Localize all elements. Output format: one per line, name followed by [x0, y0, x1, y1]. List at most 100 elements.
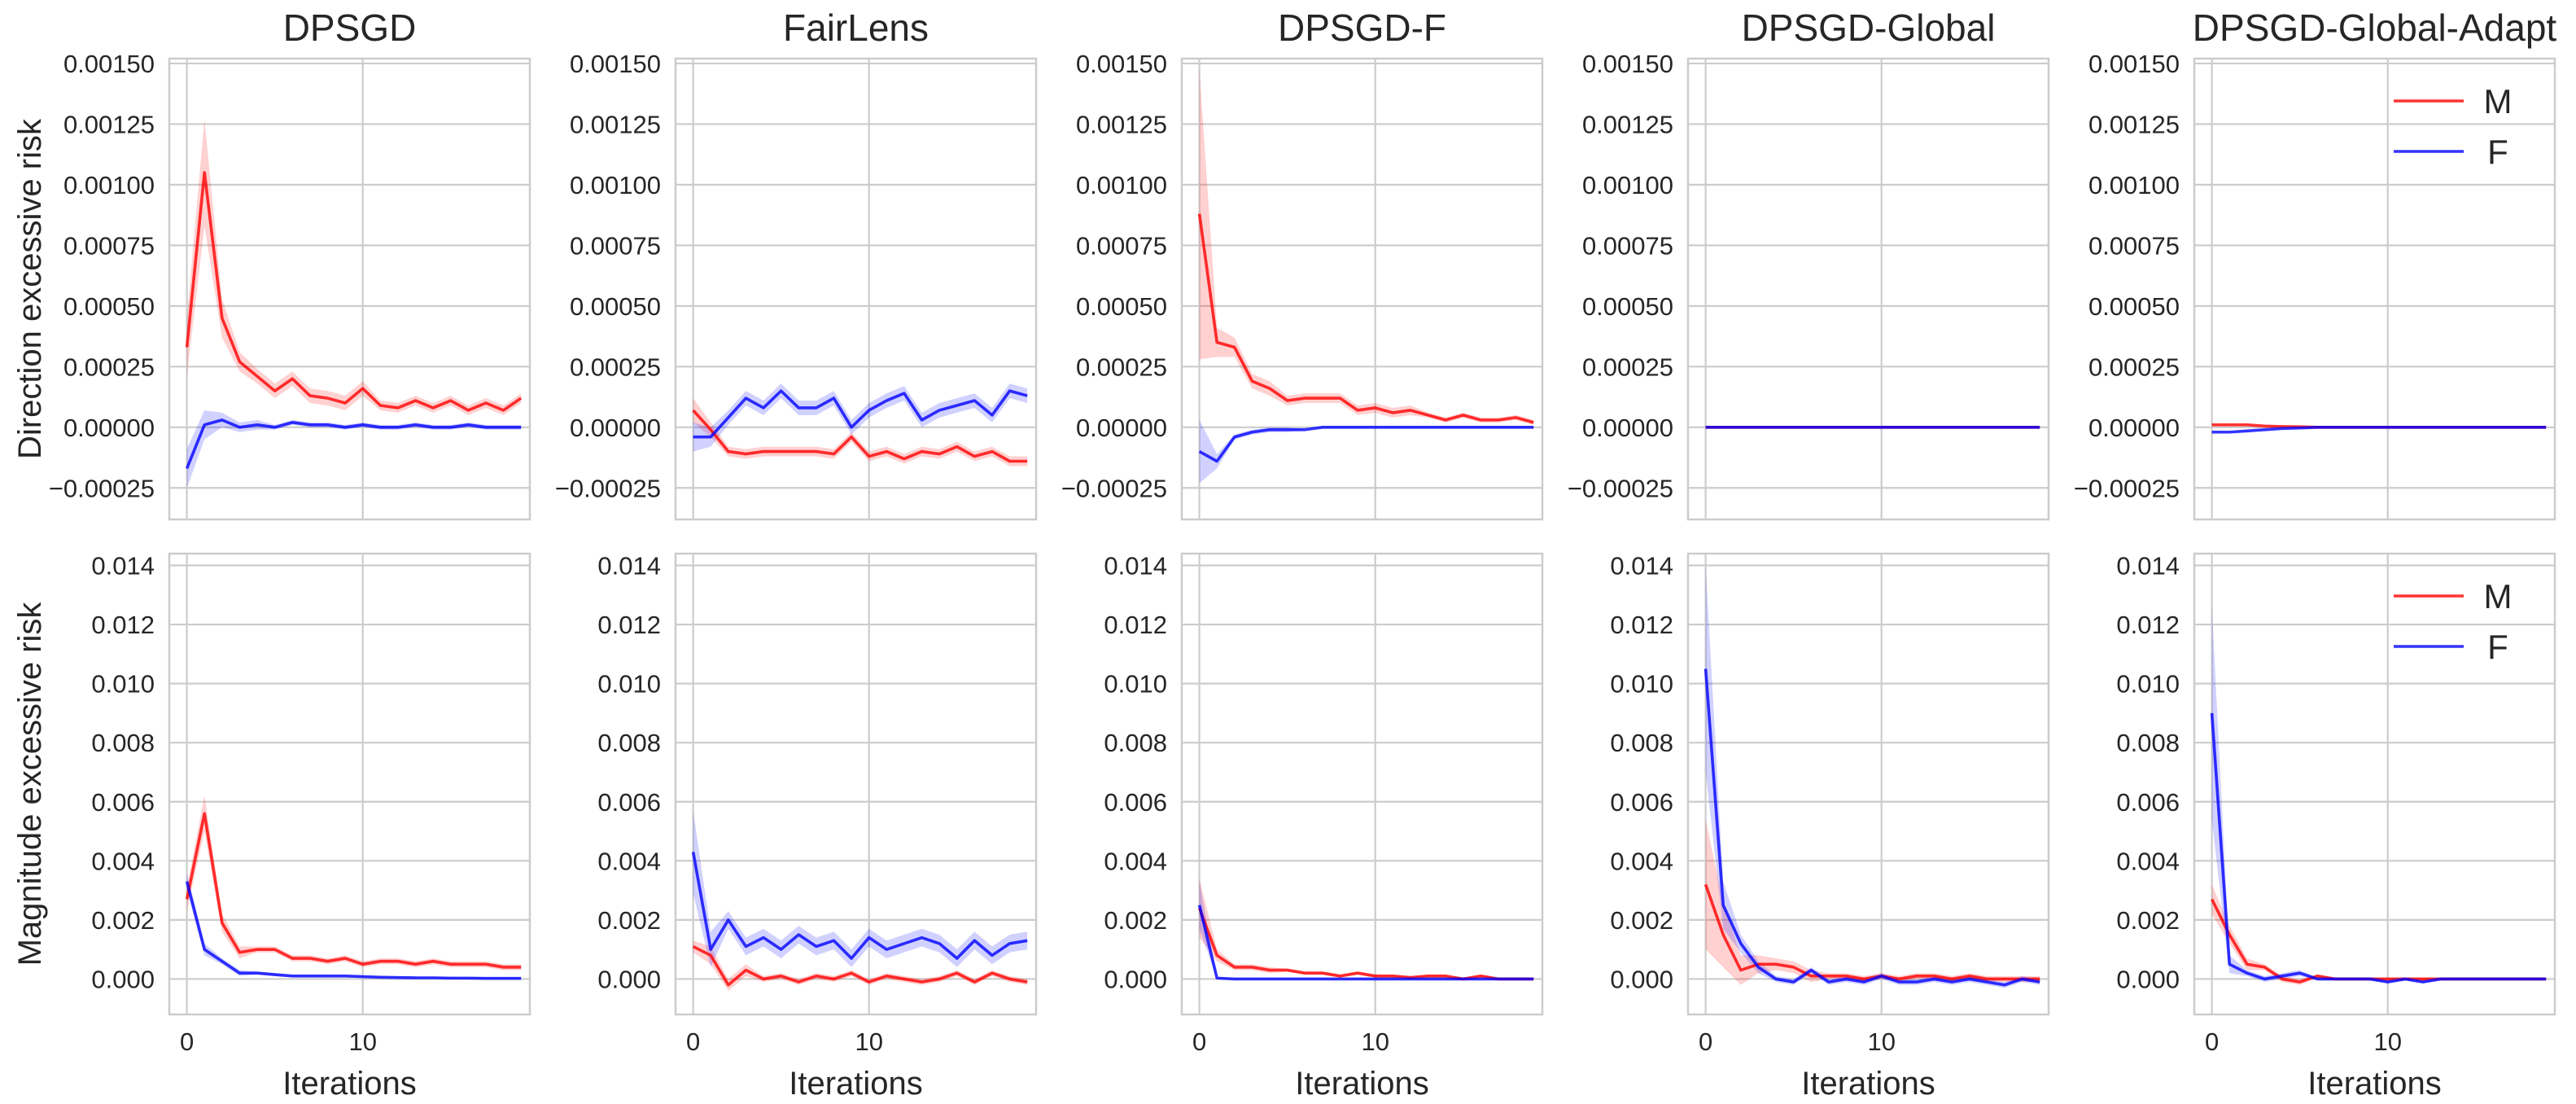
series-F-line [1703, 668, 2040, 987]
series-F-band [693, 810, 1028, 967]
y-tick-label: 0.00125 [1582, 110, 1673, 138]
subplot-3: −0.00025 0.00000 0.00025 0.00050 0.00075 0.00… [1061, 7, 1544, 521]
y-tick-label: 0.00125 [2088, 110, 2180, 138]
subplot-4: −0.00025 0.00000 0.00025 0.00050 0.00075 0.00… [1568, 7, 2050, 521]
y-tick-label: 0.000 [2116, 965, 2180, 993]
series-M-band [1199, 68, 1534, 425]
y-tick-label: 0.00100 [63, 171, 155, 199]
y-tick-label: 0.010 [91, 670, 155, 699]
y-tick-label: 0.006 [597, 788, 661, 817]
y-tick-label: 0.004 [1104, 847, 1167, 875]
y-tick-label: 0.014 [597, 552, 661, 580]
subplot-title: DPSGD-F [1278, 7, 1446, 49]
y-tick-label: 0.000 [1104, 965, 1167, 993]
y-tick-label: 0.014 [1610, 552, 1673, 580]
y-tick-label: 0.00075 [570, 231, 661, 260]
plot-area [185, 119, 523, 488]
series-M-line [185, 812, 522, 969]
series-M-line [1197, 213, 1534, 424]
y-tick-label: 0.00125 [570, 110, 661, 138]
y-tick-label: 0.012 [1610, 611, 1673, 639]
axes-frame [1686, 57, 2050, 521]
axes-frame [168, 552, 531, 1016]
subplot-title: FairLens [783, 7, 929, 49]
y-tick-label: 0.002 [1104, 906, 1167, 935]
x-tick-label: 0 [1192, 1027, 1206, 1056]
subplot-title: DPSGD-Global-Adapt [2193, 7, 2557, 49]
y-tick-label: 0.00100 [1076, 171, 1167, 199]
series-M-line [1197, 907, 1534, 981]
subplot-10: 0.000 0.002 0.004 0.006 0.008 0.010 0.012 0.014… [2116, 552, 2556, 1102]
y-tick-label: 0.00075 [63, 231, 155, 260]
axes-frame [2193, 57, 2556, 521]
y-tick-label: 0.008 [91, 729, 155, 757]
axes-frame [674, 552, 1038, 1016]
subplot-5: −0.00025 0.00000 0.00025 0.00050 0.00075 0.00… [2074, 7, 2557, 521]
x-tick-label: 10 [348, 1027, 376, 1056]
y-tick-label: 0.00100 [570, 171, 661, 199]
y-tick-label: 0.00150 [570, 50, 661, 78]
subplot-9: 0.000 0.002 0.004 0.006 0.008 0.010 0.012 0.014… [1610, 552, 2050, 1102]
x-tick-label: 10 [2373, 1027, 2401, 1056]
y-tick-label: 0.00000 [1076, 414, 1167, 442]
y-tick-label: −0.00025 [1061, 474, 1167, 502]
y-tick-label: 0.004 [2116, 847, 2180, 875]
y-tick-label: 0.010 [1610, 670, 1673, 699]
axes-frame [168, 57, 531, 521]
plot-area [1197, 878, 1534, 981]
y-tick-label: 0.012 [1104, 611, 1167, 639]
y-tick-label: 0.00025 [2088, 353, 2180, 381]
y-tick-label: 0.006 [91, 788, 155, 817]
x-tick-label: 10 [855, 1027, 882, 1056]
plot-area [691, 810, 1028, 991]
y-tick-label: 0.00025 [1582, 353, 1673, 381]
axes-frame [1180, 57, 1544, 521]
axes-frame [674, 57, 1038, 521]
x-tick-label: 0 [2205, 1027, 2219, 1056]
y-tick-label: 0.010 [597, 670, 661, 699]
x-tick-label: 0 [1699, 1027, 1712, 1056]
x-tick-label: 0 [686, 1027, 700, 1056]
axes-frame [1180, 552, 1544, 1016]
y-tick-label: 0.00000 [570, 414, 661, 442]
y-tick-label: 0.008 [1104, 729, 1167, 757]
series-M-band [1199, 878, 1534, 981]
y-tick-label: 0.00125 [1076, 110, 1167, 138]
series-M-band [693, 398, 1028, 467]
y-tick-label: 0.00025 [570, 353, 661, 381]
subplot-6: 0.000 0.002 0.004 0.006 0.008 0.010 0.012 0.014… [12, 552, 531, 1102]
x-tick-label: 10 [1867, 1027, 1895, 1056]
legend-label-F: F [2487, 133, 2508, 171]
y-tick-label: 0.014 [91, 552, 155, 580]
y-tick-label: 0.014 [1104, 552, 1167, 580]
y-tick-label: 0.004 [597, 847, 661, 875]
legend-label-M: M [2484, 82, 2513, 120]
axes-frame [2193, 552, 2556, 1016]
y-tick-label: 0.00050 [570, 292, 661, 321]
series-F-band [186, 410, 522, 488]
plot-area [1703, 565, 2040, 988]
series-M-line [692, 409, 1028, 463]
subplot-7: 0.000 0.002 0.004 0.006 0.008 0.010 0.012 0.014… [597, 552, 1038, 1102]
y-tick-label: 0.00050 [1076, 292, 1167, 321]
y-tick-label: 0.00000 [63, 414, 155, 442]
subplot-1: −0.00025 0.00000 0.00025 0.00050 0.00075 0.00… [12, 7, 531, 521]
y-tick-label: 0.00025 [63, 353, 155, 381]
y-tick-label: 0.00100 [2088, 171, 2180, 199]
y-tick-label: 0.004 [1610, 847, 1673, 875]
series-F-line [1197, 905, 1534, 981]
y-tick-label: 0.002 [2116, 906, 2180, 935]
subplot-title: DPSGD-Global [1742, 7, 1996, 49]
legend-label-F: F [2487, 628, 2508, 666]
legend-label-M: M [2484, 577, 2513, 616]
y-tick-label: 0.00150 [1582, 50, 1673, 78]
series-F-line [2210, 712, 2547, 984]
y-tick-label: 0.00150 [63, 50, 155, 78]
x-axis-label: Iterations [282, 1066, 417, 1102]
y-tick-label: 0.006 [1104, 788, 1167, 817]
y-tick-label: 0.000 [1610, 965, 1673, 993]
y-tick-label: −0.00025 [49, 474, 155, 502]
x-tick-label: 10 [1361, 1027, 1389, 1056]
y-axis-label: Direction excessive risk [12, 118, 48, 459]
y-tick-label: −0.00025 [1568, 474, 1673, 502]
